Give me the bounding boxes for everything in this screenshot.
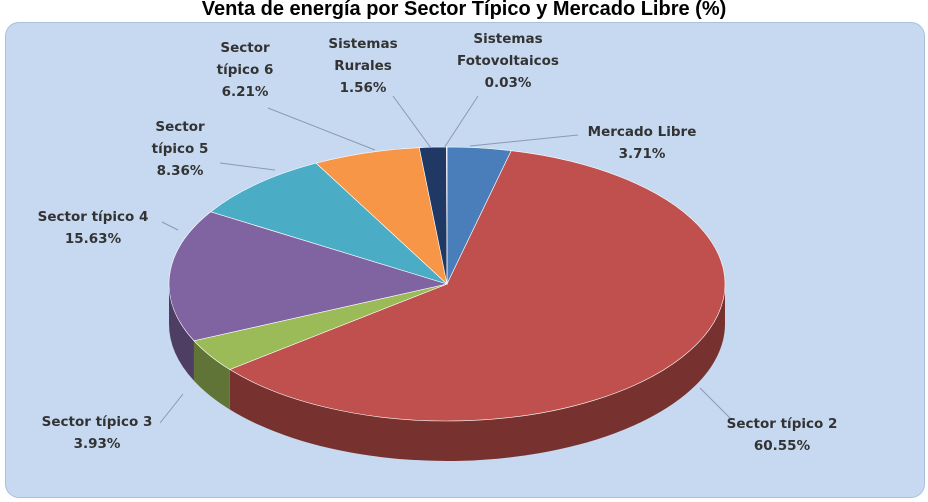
data-label: 3.71%	[618, 146, 666, 162]
leader-line	[469, 134, 579, 147]
data-label-category: Sector típico 3	[41, 414, 153, 430]
leader-line	[219, 162, 276, 171]
data-label-category: Sector típico 6	[216, 40, 274, 78]
data-label: 1.56%	[339, 80, 387, 96]
data-label-category: Mercado Libre	[587, 124, 697, 140]
data-label: 0.03%	[484, 75, 532, 91]
slice-side	[169, 284, 194, 381]
slice	[168, 211, 449, 342]
data-label: 15.63%	[64, 231, 122, 247]
data-label-category: Sector típico 2	[726, 416, 838, 432]
data-label-category: Sector típico 4	[37, 209, 149, 225]
leader-line	[699, 387, 733, 421]
leader-line	[392, 95, 432, 149]
slice	[210, 162, 448, 285]
slice	[229, 150, 726, 422]
leader-line	[443, 95, 479, 149]
leader-line	[267, 107, 376, 151]
leader-line	[161, 221, 179, 231]
data-label-category: Sistemas Fotovoltaicos	[457, 31, 559, 69]
data-label-category: Sistemas Rurales	[328, 36, 398, 74]
chart-title: Venta de energía por Sector Típico y Mer…	[201, 0, 727, 20]
slice	[446, 146, 448, 285]
data-label: 3.93%	[73, 436, 121, 452]
slice-side	[229, 284, 726, 461]
data-label: 6.21%	[221, 84, 269, 100]
slice-side	[193, 340, 230, 410]
data-label: 60.55%	[753, 438, 811, 454]
data-label: 8.36%	[156, 163, 204, 179]
data-label-category: Sector típico 5	[151, 119, 209, 157]
leader-line	[159, 393, 184, 424]
